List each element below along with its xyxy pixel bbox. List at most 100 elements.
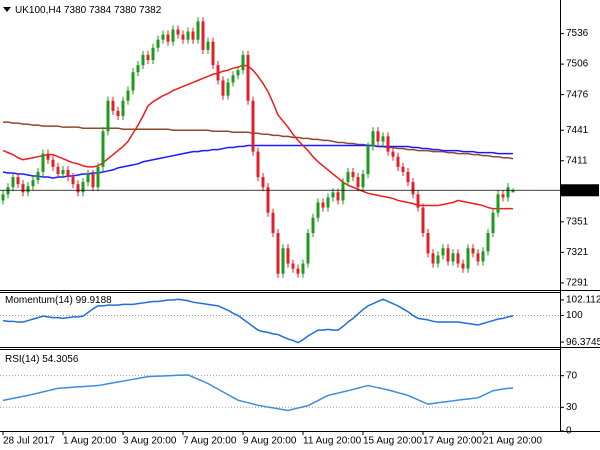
candle-body bbox=[191, 31, 195, 40]
indicator-name: Momentum(14) bbox=[5, 295, 73, 306]
candle-body bbox=[286, 248, 290, 264]
candle-body bbox=[351, 171, 355, 178]
price-label: 7382 bbox=[566, 185, 589, 196]
candle-body bbox=[161, 34, 165, 40]
x-tick-label: 17 Aug 20:00 bbox=[423, 436, 482, 447]
candle-body bbox=[306, 233, 310, 264]
candle-body bbox=[241, 54, 245, 71]
candle-body bbox=[21, 184, 25, 193]
candle-body bbox=[156, 39, 160, 48]
x-tick-label: 15 Aug 20:00 bbox=[363, 436, 422, 447]
y-tick-label: 70 bbox=[566, 370, 578, 381]
y-tick-label: 7441 bbox=[566, 125, 589, 136]
candle-body bbox=[231, 75, 235, 83]
candle-body bbox=[321, 202, 325, 208]
ohlc-low: 7380 bbox=[114, 5, 137, 16]
candle-body bbox=[46, 153, 50, 160]
menu-icon bbox=[3, 7, 11, 12]
candle-body bbox=[386, 136, 390, 152]
candle-body bbox=[86, 173, 90, 183]
candle-body bbox=[41, 153, 45, 172]
x-tick-label: 7 Aug 20:00 bbox=[183, 436, 237, 447]
candle-body bbox=[451, 253, 455, 262]
indicator-line bbox=[2, 298, 514, 344]
x-tick-label: 21 Aug 20:00 bbox=[483, 436, 542, 447]
indicator-line bbox=[2, 374, 514, 412]
candle-body bbox=[271, 212, 275, 234]
candle-body bbox=[226, 82, 230, 96]
indicator-name: RSI(14) bbox=[5, 354, 39, 365]
candle-body bbox=[456, 253, 460, 264]
indicator-value: 99.9188 bbox=[76, 295, 113, 306]
candle-body bbox=[246, 54, 250, 101]
y-tick-label: 100 bbox=[566, 310, 583, 321]
candle-body bbox=[291, 263, 295, 269]
y-tick-label: 7291 bbox=[566, 278, 589, 289]
candle-body bbox=[441, 248, 445, 256]
candle-body bbox=[81, 182, 85, 193]
x-tick-label: 3 Aug 20:00 bbox=[123, 436, 177, 447]
candle-body bbox=[71, 177, 75, 185]
candle-body bbox=[131, 72, 135, 91]
indicator-title: Momentum(14) 99.9188 bbox=[5, 295, 112, 306]
candle-body bbox=[181, 34, 185, 40]
y-tick-label: 7321 bbox=[566, 247, 589, 258]
candle-body bbox=[266, 187, 270, 213]
candle-body bbox=[31, 180, 35, 187]
candle-body bbox=[51, 159, 55, 167]
candle-body bbox=[421, 207, 425, 234]
candle-body bbox=[26, 186, 30, 193]
candle-body bbox=[476, 253, 480, 262]
candle-body bbox=[356, 177, 360, 188]
indicator-line bbox=[2, 64, 513, 210]
candle-body bbox=[206, 41, 210, 50]
candle-body bbox=[311, 217, 315, 234]
candle-body bbox=[111, 100, 115, 111]
candle-body bbox=[366, 146, 370, 174]
candle-body bbox=[466, 248, 470, 269]
chart-title: UK100,H4 7380 7384 7380 7382 bbox=[15, 5, 162, 16]
candle-body bbox=[216, 65, 220, 81]
candle-body bbox=[256, 151, 260, 178]
candle-body bbox=[481, 251, 485, 262]
candle-body bbox=[401, 166, 405, 172]
indicator-title: RSI(14) 54.3056 bbox=[5, 354, 79, 365]
candle-body bbox=[396, 156, 400, 167]
candle-body bbox=[501, 194, 505, 198]
candle-body bbox=[371, 131, 375, 147]
candle-body bbox=[406, 171, 410, 183]
x-tick-label: 11 Aug 20:00 bbox=[303, 436, 362, 447]
ohlc-open: 7380 bbox=[64, 5, 87, 16]
candle-body bbox=[11, 177, 15, 188]
candle-body bbox=[166, 34, 170, 42]
candle-body bbox=[376, 131, 380, 142]
candle-body bbox=[361, 173, 365, 188]
candle-body bbox=[146, 54, 150, 61]
candle-body bbox=[276, 233, 280, 274]
candle-body bbox=[486, 233, 490, 252]
y-tick-label: 0 bbox=[566, 426, 572, 437]
ohlc-high: 7384 bbox=[89, 5, 112, 16]
candle-body bbox=[506, 187, 510, 198]
indicator-line bbox=[3, 121, 514, 160]
candle-body bbox=[316, 202, 320, 218]
y-tick-label: 30 bbox=[566, 402, 578, 413]
candle-body bbox=[411, 182, 415, 195]
candle-body bbox=[61, 169, 65, 174]
candle-body bbox=[126, 90, 130, 101]
price-label-bg bbox=[561, 184, 599, 197]
y-tick-label: 7351 bbox=[566, 216, 589, 227]
x-tick-label: 1 Aug 20:00 bbox=[63, 436, 117, 447]
candle-body bbox=[301, 263, 305, 274]
candle-body bbox=[236, 70, 240, 76]
candle-body bbox=[116, 110, 120, 116]
candle-body bbox=[36, 171, 40, 181]
candle-body bbox=[491, 212, 495, 234]
candle-body bbox=[511, 190, 515, 193]
y-tick-label: 102.1129 bbox=[566, 295, 600, 306]
candle-body bbox=[1, 194, 5, 201]
candle-body bbox=[196, 21, 200, 40]
y-tick-label: 96.3745 bbox=[566, 337, 600, 348]
candle-body bbox=[391, 151, 395, 157]
